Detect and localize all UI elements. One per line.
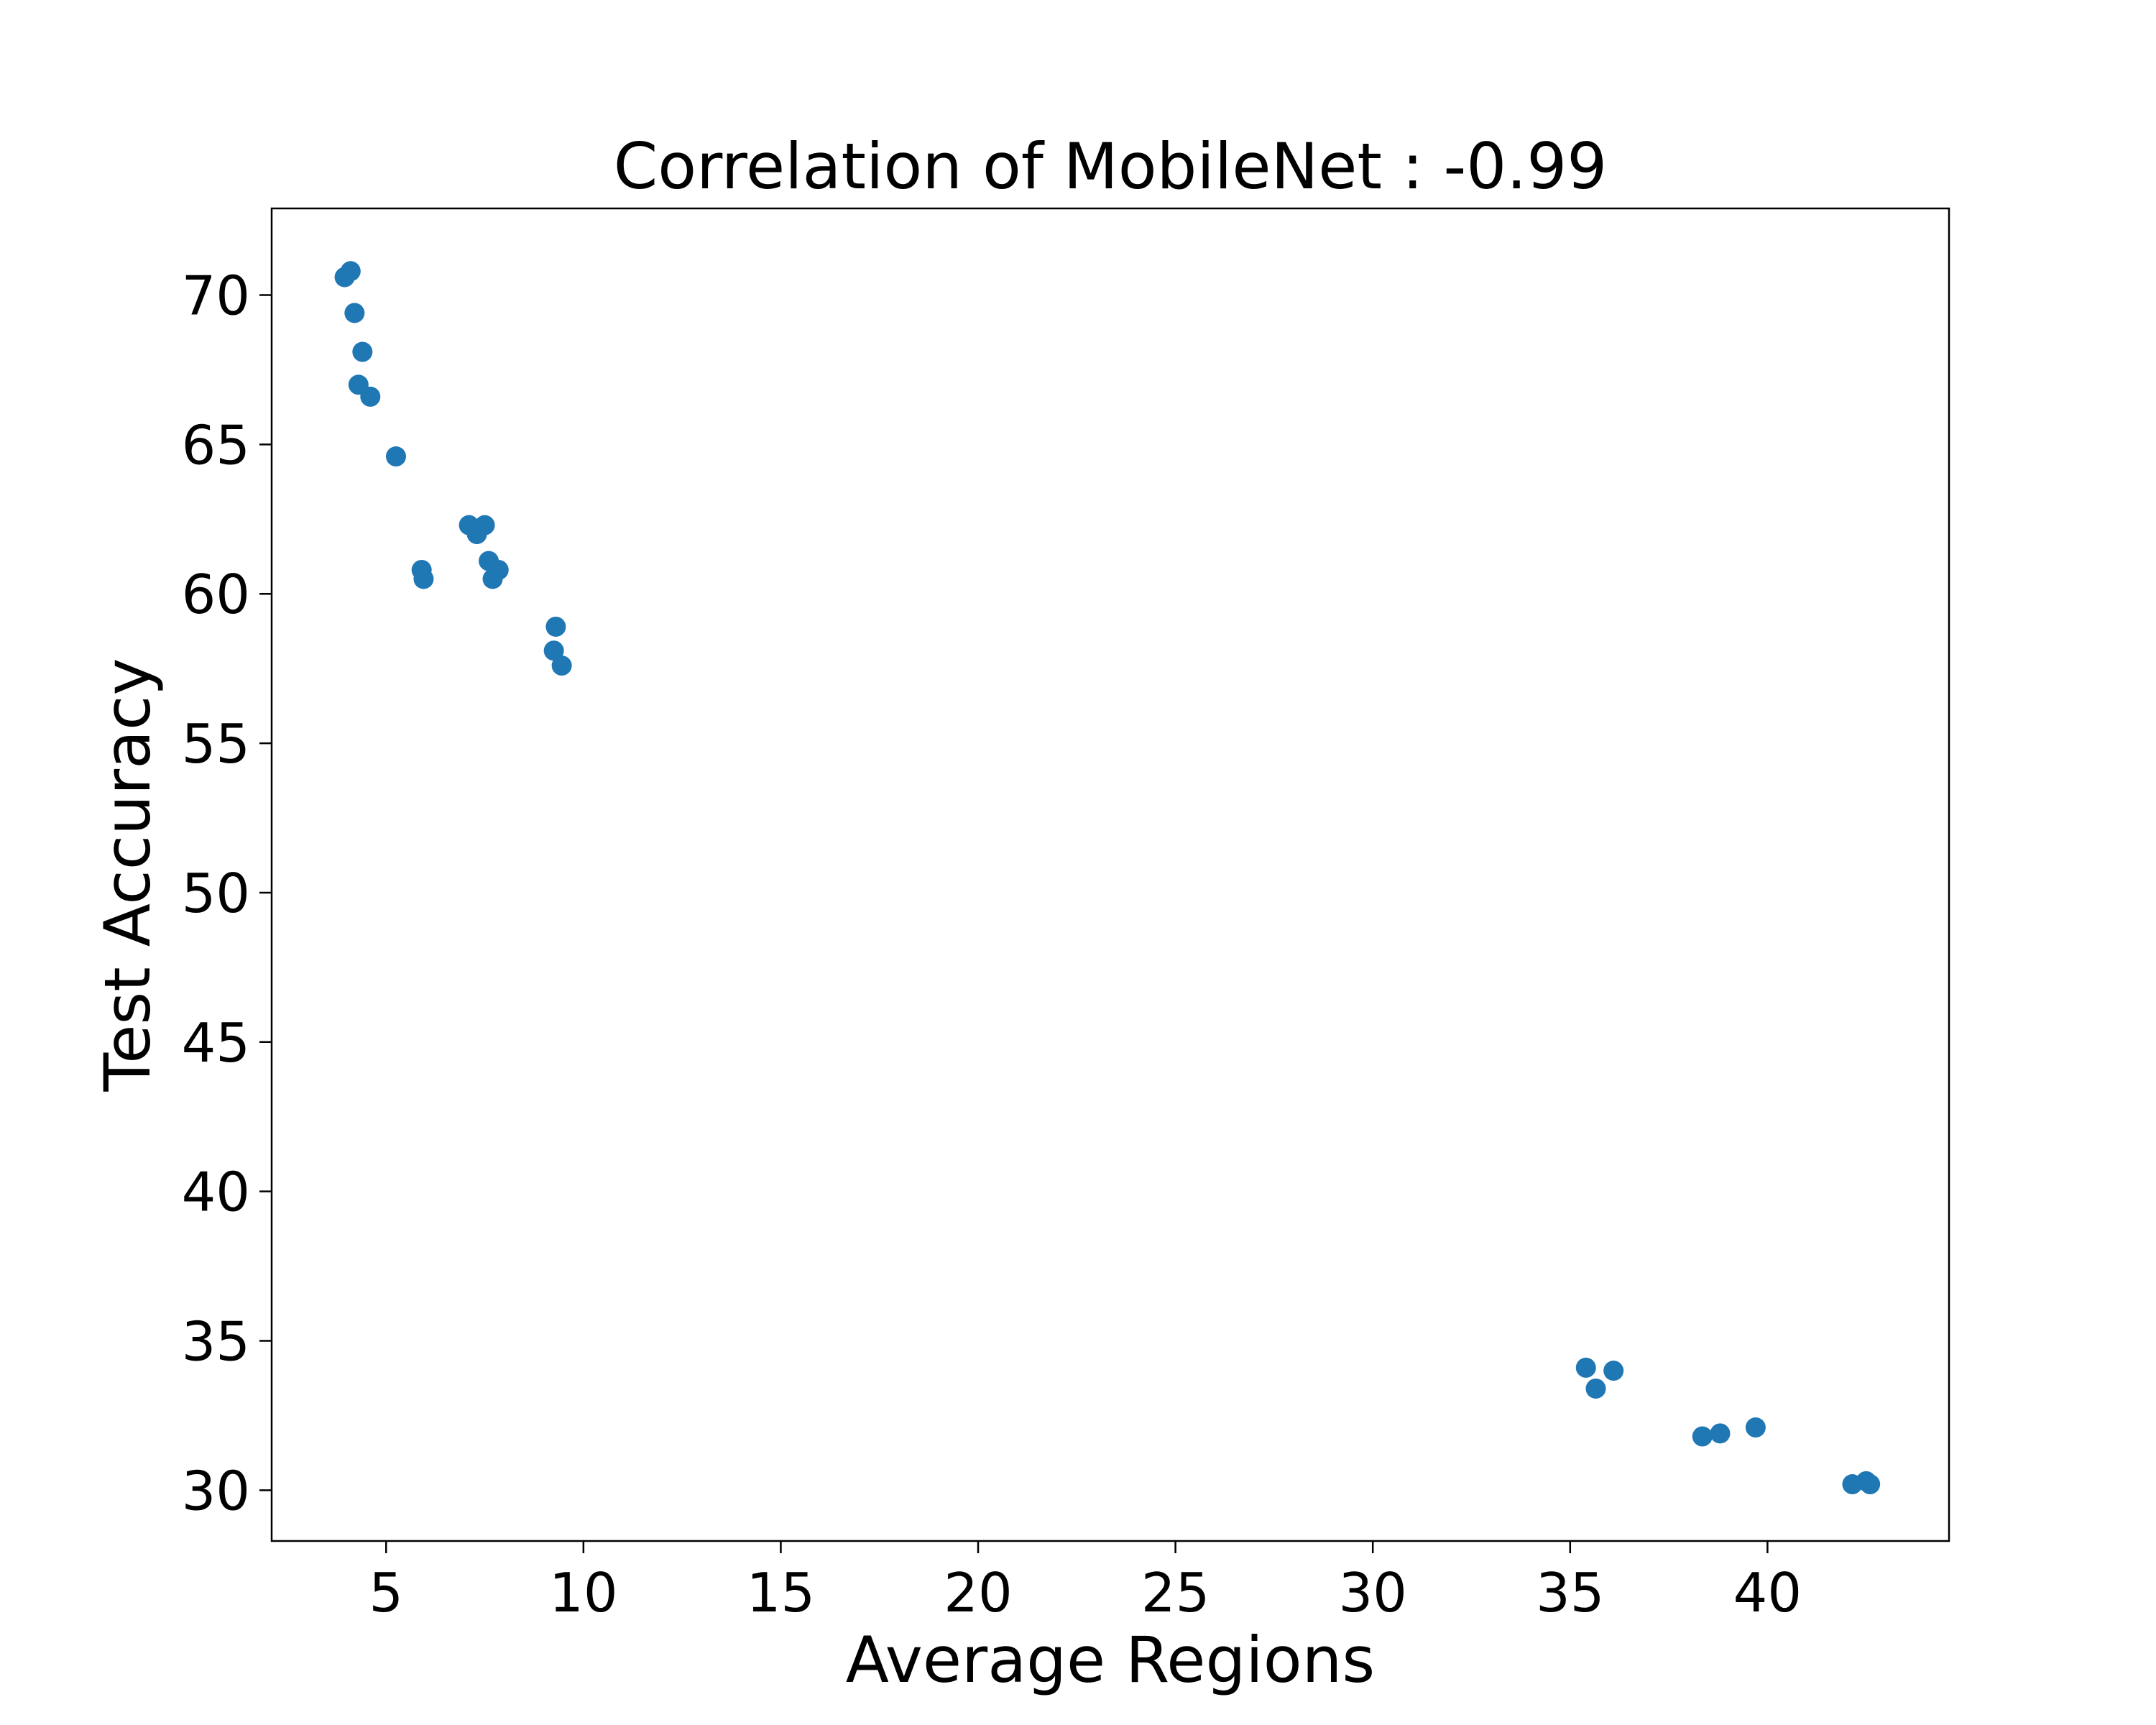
y-tick-label: 35	[182, 1310, 250, 1373]
x-tick-label: 15	[747, 1561, 815, 1624]
y-tick-label: 30	[182, 1459, 250, 1522]
x-axis-title: Average Regions	[846, 1623, 1375, 1697]
data-point	[482, 569, 503, 589]
x-tick-label: 20	[944, 1561, 1012, 1624]
plot-frame	[270, 207, 1950, 1542]
data-point	[352, 341, 373, 362]
x-tick-label: 5	[369, 1561, 403, 1624]
y-tick-label: 50	[182, 862, 250, 925]
data-point	[344, 303, 365, 323]
data-point	[360, 386, 381, 407]
y-tick-label: 45	[182, 1011, 250, 1075]
x-tick-label: 10	[549, 1561, 617, 1624]
y-tick-label: 55	[182, 712, 250, 776]
x-axis: 5 10 15 20 25 30 35 40	[369, 1541, 1802, 1624]
data-point	[474, 515, 495, 535]
y-tick-label: 65	[182, 413, 250, 477]
x-tick-label: 35	[1536, 1561, 1604, 1624]
x-tick-label: 40	[1733, 1561, 1802, 1624]
x-tick-label: 30	[1338, 1561, 1406, 1624]
data-point	[1692, 1426, 1713, 1447]
data-point	[543, 640, 564, 661]
data-point	[551, 656, 572, 676]
data-points	[334, 261, 1881, 1495]
y-axis-title: Test Accuracy	[91, 658, 165, 1092]
data-point	[1575, 1357, 1596, 1378]
chart-title: Correlation of MobileNet : -0.99	[614, 129, 1607, 203]
data-point	[1585, 1378, 1606, 1399]
data-point	[413, 569, 434, 589]
y-tick-label: 60	[182, 563, 250, 626]
data-point	[545, 616, 566, 637]
data-point	[385, 446, 406, 467]
data-point	[1603, 1361, 1624, 1381]
y-tick-label: 40	[182, 1161, 250, 1224]
data-point	[1745, 1417, 1766, 1438]
data-point	[340, 261, 361, 282]
data-point	[1710, 1423, 1731, 1444]
data-point	[1860, 1474, 1881, 1495]
y-tick-label: 70	[182, 264, 250, 328]
y-axis: 30 35 40 45 50 55 60 65 70	[182, 264, 272, 1522]
x-tick-label: 25	[1141, 1561, 1210, 1624]
